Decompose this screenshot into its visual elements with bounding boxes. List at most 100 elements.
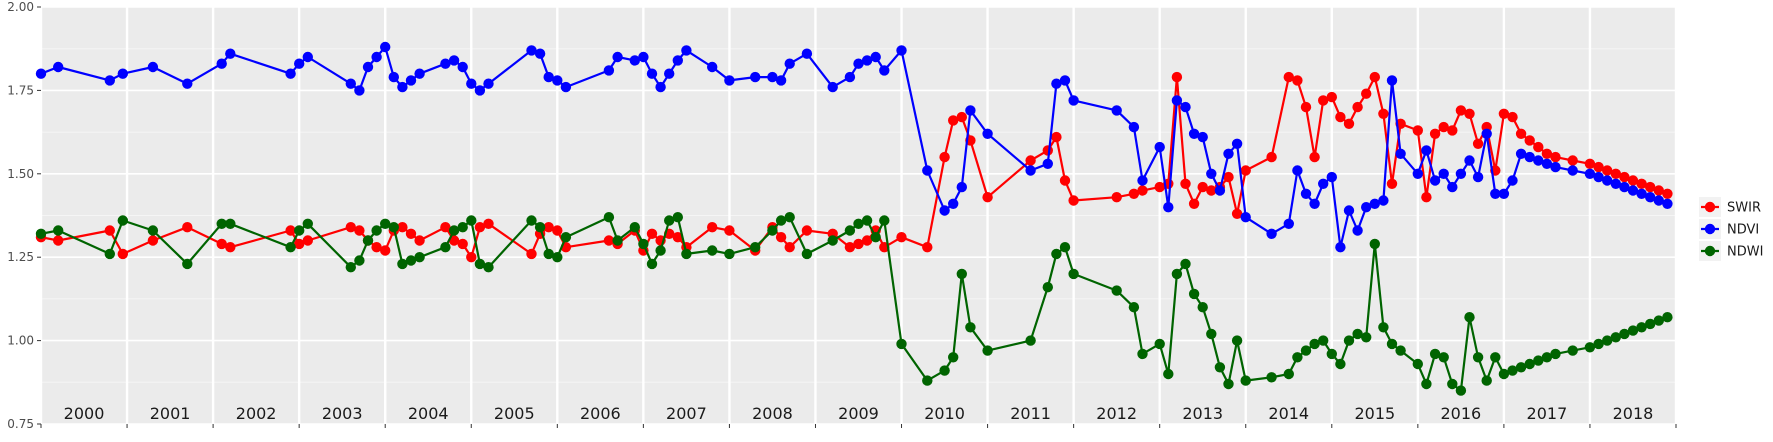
data-point bbox=[1412, 125, 1424, 136]
data-point bbox=[1472, 171, 1484, 183]
data-point bbox=[448, 235, 460, 246]
data-point bbox=[612, 51, 623, 63]
data-point bbox=[948, 198, 959, 209]
data-point bbox=[629, 55, 640, 66]
data-point bbox=[664, 68, 675, 79]
data-point bbox=[104, 248, 116, 260]
data-point bbox=[1386, 338, 1398, 350]
data-point bbox=[560, 232, 572, 243]
data-point bbox=[1266, 228, 1277, 239]
data-point bbox=[354, 255, 365, 266]
data-point bbox=[638, 238, 649, 250]
data-point bbox=[853, 238, 864, 250]
data-point bbox=[466, 215, 477, 226]
data-point bbox=[1636, 178, 1647, 189]
data-point bbox=[861, 215, 873, 226]
data-point bbox=[1042, 282, 1054, 293]
data-point bbox=[896, 232, 907, 243]
data-point bbox=[1326, 91, 1338, 103]
data-point bbox=[552, 75, 563, 86]
data-point bbox=[1137, 185, 1148, 196]
data-point bbox=[483, 78, 494, 89]
data-point bbox=[225, 48, 236, 59]
data-point bbox=[474, 222, 486, 233]
data-point bbox=[784, 242, 795, 253]
data-point bbox=[1231, 335, 1243, 346]
data-point bbox=[457, 61, 468, 73]
data-point bbox=[117, 68, 128, 79]
data-point bbox=[853, 218, 864, 229]
data-point bbox=[526, 215, 537, 226]
data-point bbox=[302, 51, 313, 63]
data-point bbox=[1068, 268, 1079, 280]
legend-item-ndwi: NDWI bbox=[1699, 241, 1763, 261]
year-label: 2015 bbox=[1354, 404, 1395, 423]
data-point bbox=[1206, 168, 1217, 179]
data-point bbox=[1188, 288, 1200, 300]
data-point bbox=[1412, 168, 1424, 179]
data-point bbox=[655, 245, 666, 256]
data-point bbox=[1025, 165, 1036, 176]
data-point bbox=[1361, 332, 1372, 343]
data-point bbox=[1550, 151, 1561, 163]
data-point bbox=[1128, 121, 1140, 133]
data-point bbox=[1610, 332, 1622, 343]
data-point bbox=[1378, 108, 1389, 120]
data-point bbox=[354, 225, 365, 236]
data-point bbox=[1025, 155, 1036, 166]
data-point bbox=[612, 235, 623, 246]
data-point bbox=[1481, 375, 1492, 386]
data-point bbox=[1584, 342, 1596, 353]
data-point bbox=[294, 238, 305, 250]
legend-item-ndvi: NDVI bbox=[1699, 219, 1759, 239]
data-point bbox=[1653, 315, 1665, 326]
data-point bbox=[53, 225, 64, 236]
data-point bbox=[1524, 151, 1535, 163]
data-point bbox=[1386, 178, 1398, 189]
data-point bbox=[1128, 188, 1140, 199]
year-label: 2010 bbox=[924, 404, 965, 423]
data-point bbox=[1188, 198, 1200, 209]
data-point bbox=[861, 235, 873, 246]
data-point bbox=[870, 51, 881, 63]
data-point bbox=[1180, 101, 1191, 113]
data-point bbox=[1137, 348, 1148, 360]
data-point bbox=[1171, 71, 1183, 83]
data-point bbox=[655, 81, 666, 93]
data-point bbox=[216, 238, 227, 250]
data-point bbox=[672, 55, 683, 66]
data-point bbox=[405, 255, 417, 266]
data-point bbox=[707, 245, 718, 256]
data-point bbox=[1335, 358, 1346, 370]
data-point bbox=[345, 222, 356, 233]
data-point bbox=[870, 232, 881, 243]
data-point bbox=[1378, 195, 1389, 206]
data-point bbox=[1171, 95, 1183, 106]
data-point bbox=[1128, 302, 1140, 313]
data-point bbox=[724, 225, 735, 236]
data-point bbox=[302, 218, 313, 229]
data-point bbox=[1412, 358, 1424, 370]
data-point bbox=[646, 228, 658, 239]
series-ndvi bbox=[35, 41, 1673, 253]
data-point bbox=[534, 222, 546, 233]
data-point bbox=[1533, 155, 1544, 166]
data-point bbox=[1283, 218, 1295, 229]
year-label: 2016 bbox=[1441, 404, 1482, 423]
data-point bbox=[1154, 181, 1165, 193]
data-point bbox=[225, 242, 236, 253]
data-point bbox=[1421, 378, 1432, 390]
y-tick-label: 2.00 bbox=[7, 0, 34, 14]
data-point bbox=[1352, 225, 1363, 236]
data-point bbox=[1481, 128, 1492, 139]
data-point bbox=[1653, 185, 1665, 196]
data-point bbox=[1369, 238, 1381, 250]
data-point bbox=[775, 75, 787, 86]
data-point bbox=[1300, 188, 1312, 199]
data-point bbox=[939, 365, 950, 376]
data-point bbox=[216, 218, 227, 229]
data-point bbox=[1602, 335, 1613, 346]
data-point bbox=[1171, 268, 1183, 280]
data-point bbox=[1206, 185, 1217, 196]
